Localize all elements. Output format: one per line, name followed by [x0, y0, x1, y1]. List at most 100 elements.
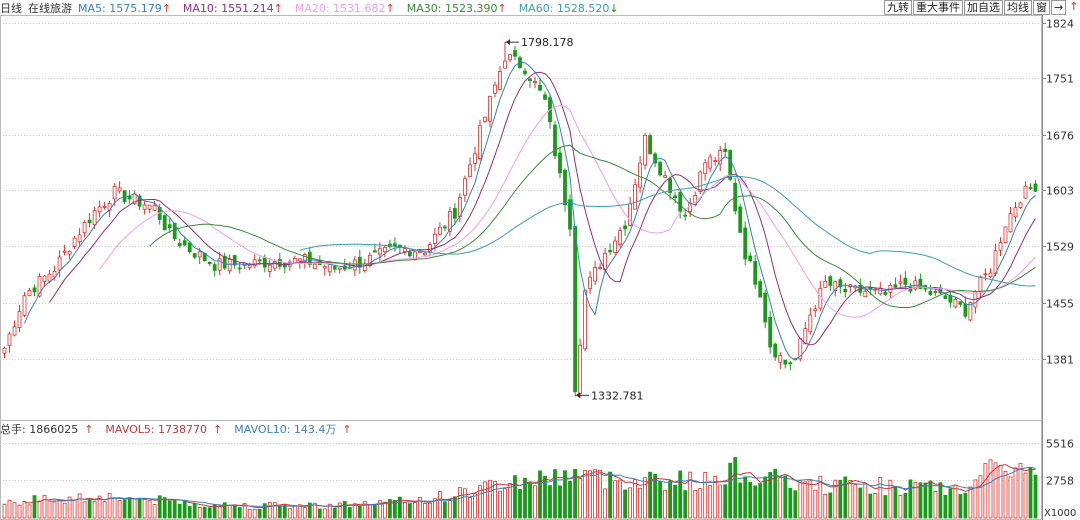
volume-bar: [933, 490, 938, 519]
add-watchlist-button[interactable]: 加自选: [964, 0, 1003, 15]
volume-bar: [102, 501, 107, 519]
volume-total: 总手: 1866025 ↑: [0, 423, 94, 436]
candle-body: [182, 240, 187, 246]
candle-body: [77, 234, 82, 243]
annotation-arrow: [576, 392, 581, 399]
volume-bar: [588, 470, 592, 519]
volume-bar: [553, 469, 557, 519]
volume-bar: [92, 501, 97, 519]
candle-body: [953, 298, 958, 308]
volume-bar: [603, 488, 607, 519]
volume-bar: [543, 475, 547, 519]
volume-bar: [277, 506, 282, 519]
expand-right-icon[interactable]: →: [1051, 0, 1067, 15]
volume-bar: [473, 493, 477, 519]
candle-body: [498, 71, 502, 90]
volume-bar: [803, 481, 808, 519]
volume-bar: [918, 482, 923, 519]
candle-body: [1013, 207, 1018, 218]
candle-body: [998, 242, 1003, 251]
volume-bar: [533, 485, 537, 519]
volume-bar: [342, 501, 347, 519]
volume-bar: [833, 479, 838, 519]
scroll-up-icon[interactable]: ↑: [1067, 0, 1080, 15]
volume-bar: [838, 479, 843, 519]
candle-body: [523, 70, 527, 75]
volume-bar: [22, 501, 27, 519]
candle-body: [47, 273, 52, 282]
volume-bar: [122, 499, 127, 519]
nine-turn-button[interactable]: 九转: [884, 0, 912, 15]
volume-bar: [958, 494, 963, 519]
candle-body: [302, 254, 307, 262]
volume-bar: [352, 503, 357, 519]
volume-bar: [858, 487, 863, 519]
volume-bar: [452, 496, 457, 519]
candle-body: [988, 272, 993, 277]
candle-body: [478, 125, 482, 160]
candle-body: [207, 261, 212, 264]
volume-bar: [608, 471, 612, 519]
candle-body: [117, 187, 122, 192]
volume-bar: [132, 498, 137, 519]
volume-bar: [623, 489, 627, 519]
candle-body: [833, 281, 838, 291]
volume-bar: [638, 487, 642, 519]
candle-body: [257, 259, 262, 262]
annotation-arrow: [505, 39, 510, 46]
volume-bar: [668, 480, 672, 519]
candle-body: [337, 267, 342, 270]
volume-bar: [1028, 467, 1033, 519]
volume-bar: [973, 479, 978, 519]
candle-body: [568, 199, 572, 230]
volume-bar: [257, 508, 262, 519]
candle-body: [2, 347, 7, 354]
candle-body: [968, 302, 973, 321]
candle-body: [588, 276, 592, 289]
candle-body: [748, 255, 753, 262]
candle-body: [447, 211, 452, 232]
volume-bar: [868, 493, 873, 519]
volume-bar: [703, 472, 708, 519]
window-button[interactable]: 窗: [1033, 0, 1050, 15]
candle-body: [628, 203, 632, 226]
volume-bar: [893, 486, 898, 519]
volume-bar: [788, 487, 793, 519]
ma-line-20: [99, 104, 1036, 318]
candle-body: [247, 264, 252, 269]
volume-bar: [202, 506, 207, 519]
volume-bar: [853, 484, 858, 519]
volume-bar: [513, 475, 517, 519]
volume-bar: [498, 490, 502, 519]
volume-bar: [793, 490, 798, 519]
candle-body: [708, 156, 713, 169]
volume-bar: [357, 505, 362, 519]
candle-body: [82, 221, 87, 234]
candle-body: [808, 314, 813, 333]
volume-bar: [563, 470, 567, 519]
candle-body: [728, 150, 733, 180]
ma-label-3: MA30: 1523.390↑: [406, 2, 507, 15]
candle-body: [828, 276, 833, 286]
candle-body: [493, 84, 497, 94]
volume-bar: [362, 500, 367, 519]
candle-body: [322, 266, 327, 269]
candle-body: [948, 294, 953, 303]
volume-bar: [127, 497, 132, 519]
volume-bar: [142, 499, 147, 519]
volume-bar: [913, 481, 918, 519]
moving-average-button[interactable]: 均线: [1004, 0, 1032, 15]
candle-body: [803, 328, 808, 345]
volume-bar: [963, 492, 968, 519]
volume-bar: [1003, 471, 1008, 519]
volume-bar: [462, 488, 467, 519]
volume-bar: [988, 459, 993, 519]
candle-body: [152, 204, 157, 211]
major-events-button[interactable]: 重大事件: [913, 0, 963, 15]
volume-bar: [62, 502, 67, 519]
volume-bar: [217, 505, 222, 519]
candle-body: [222, 255, 227, 269]
volume-bar: [237, 507, 242, 519]
candle-body: [1028, 187, 1033, 190]
